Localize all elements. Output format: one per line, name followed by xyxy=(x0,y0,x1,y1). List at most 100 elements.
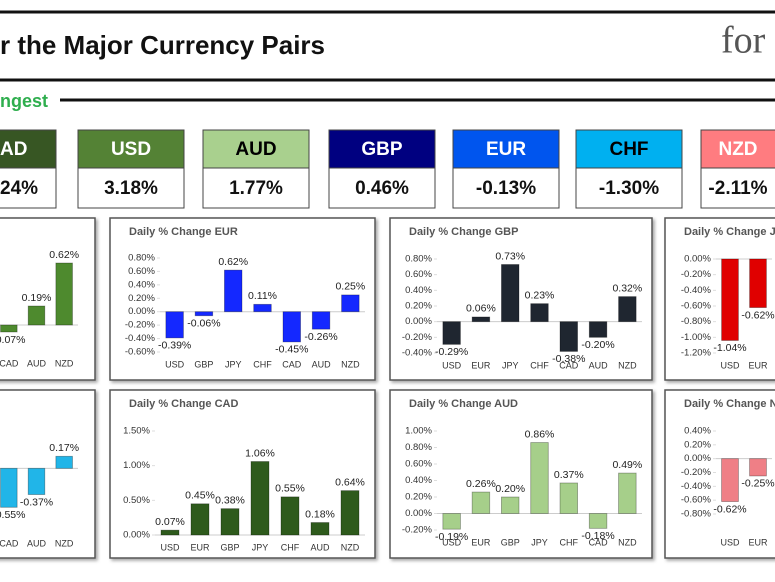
bar xyxy=(442,513,461,530)
y-tick-label: -0.40% xyxy=(125,333,156,344)
value-label: 0.19% xyxy=(22,292,52,304)
logo: for xyxy=(721,20,766,62)
y-tick-label: 0.80% xyxy=(128,253,155,264)
bar xyxy=(442,321,461,345)
value-label: -0.62% xyxy=(713,503,746,515)
value-label: 0.32% xyxy=(612,282,642,294)
charts: -0.07% CAD 0.19% AUD 0.62% NZD Daily % Change … xyxy=(0,217,775,559)
bar xyxy=(340,490,360,536)
currency-label: USD xyxy=(111,139,151,160)
currency-change: 0.46% xyxy=(355,178,409,199)
bar xyxy=(220,508,240,536)
bar xyxy=(501,496,520,514)
chart-title: Daily % Change EUR xyxy=(129,226,238,238)
value-label: 0.62% xyxy=(218,256,248,268)
currency-label: AUD xyxy=(235,139,276,160)
value-label: 0.26% xyxy=(466,478,496,490)
x-tick-label: CAD xyxy=(0,358,19,368)
value-label: 0.20% xyxy=(495,483,525,495)
value-label: -0.20% xyxy=(581,339,614,351)
value-label: 0.55% xyxy=(275,483,305,495)
strength-boxes: AD 24% USD 3.18% AUD 1.77% GBP 0.46% EUR -0.13% CH… xyxy=(0,129,775,209)
box-value xyxy=(452,167,560,209)
value-label: 0.37% xyxy=(554,469,584,481)
x-tick-label: JPY xyxy=(502,360,519,370)
bar xyxy=(721,458,739,502)
y-tick-label: -1.20% xyxy=(681,348,712,359)
x-tick-label: NZD xyxy=(55,358,74,368)
bar xyxy=(471,316,491,323)
y-tick-label: 0.00% xyxy=(123,530,150,541)
currency-change: -1.30% xyxy=(599,178,659,199)
y-tick-label: -0.60% xyxy=(681,301,712,312)
value-label: -0.26% xyxy=(304,331,337,343)
box-header xyxy=(0,129,57,169)
y-tick-label: 0.60% xyxy=(128,266,155,277)
bar xyxy=(311,311,331,330)
y-tick-label: 0.20% xyxy=(405,301,432,312)
bar xyxy=(749,258,767,308)
x-tick-label: AUD xyxy=(27,358,47,368)
x-tick-label: CAD xyxy=(282,359,302,369)
value-label: -0.25% xyxy=(741,478,774,490)
x-tick-label: CAD xyxy=(0,538,19,548)
value-label: -0.19% xyxy=(435,531,468,543)
bar xyxy=(250,461,270,536)
box-header xyxy=(328,129,436,169)
value-label: 0.07% xyxy=(155,516,185,528)
currency-label: CHF xyxy=(609,139,648,160)
x-tick-label: USD xyxy=(442,537,462,547)
value-label: -0.18% xyxy=(581,530,614,542)
box-value xyxy=(77,167,185,209)
currency-change: 3.18% xyxy=(104,178,158,199)
bar xyxy=(282,311,301,343)
value-label: 0.11% xyxy=(248,290,277,302)
x-tick-label: AUD xyxy=(312,359,332,369)
y-tick-label: 0.40% xyxy=(684,426,711,437)
x-tick-label: GBP xyxy=(220,542,239,552)
bar xyxy=(559,482,578,514)
bar xyxy=(530,442,549,514)
y-tick-label: -0.40% xyxy=(402,348,433,359)
y-tick-label: 0.80% xyxy=(405,442,432,453)
value-label: 0.06% xyxy=(466,303,496,315)
value-label: -0.06% xyxy=(187,318,220,330)
box-header xyxy=(452,129,560,169)
chart-title: Daily % Change GBP xyxy=(409,226,518,238)
box-header xyxy=(202,129,310,169)
chart-title: Daily % Change AUD xyxy=(409,398,518,410)
x-tick-label: EUR xyxy=(748,537,768,547)
y-tick-label: 0.20% xyxy=(405,492,432,503)
value-label: 0.45% xyxy=(185,490,215,502)
y-tick-label: 0.00% xyxy=(684,254,711,265)
y-tick-label: -1.00% xyxy=(681,332,712,343)
box-value xyxy=(700,167,775,209)
value-label: -0.07% xyxy=(0,334,25,346)
box-value xyxy=(328,167,436,209)
value-label: 0.25% xyxy=(335,281,365,293)
currency-change: -2.11% xyxy=(708,178,767,199)
bar xyxy=(749,458,767,477)
bar xyxy=(194,311,214,317)
currency-change: 1.77% xyxy=(229,178,283,199)
chart-panel xyxy=(389,389,653,559)
chart-title: Daily % Change J xyxy=(684,226,775,238)
value-label: 0.62% xyxy=(49,249,79,261)
y-tick-label: -0.60% xyxy=(681,495,712,506)
x-tick-label: CHF xyxy=(281,542,300,552)
currency-change: -0.13% xyxy=(476,178,536,199)
chart-panel xyxy=(0,217,96,381)
bar xyxy=(27,467,46,495)
y-tick-label: -0.20% xyxy=(125,320,156,331)
x-tick-label: EUR xyxy=(748,360,768,370)
x-tick-label: USD xyxy=(720,360,740,370)
box-value xyxy=(0,167,57,209)
x-tick-label: AUD xyxy=(589,360,609,370)
y-tick-label: 0.80% xyxy=(405,254,432,265)
bar xyxy=(165,311,184,339)
y-tick-label: 1.00% xyxy=(123,460,150,471)
value-label: 0.23% xyxy=(525,289,555,301)
x-tick-label: CAD xyxy=(589,537,609,547)
chart-panel xyxy=(389,217,653,381)
